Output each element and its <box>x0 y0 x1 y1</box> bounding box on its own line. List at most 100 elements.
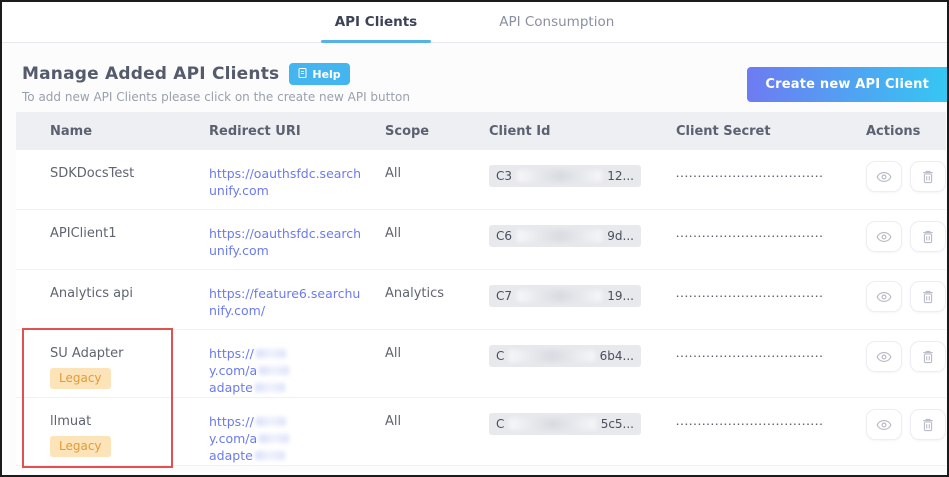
client-id-suffix: 5c5... <box>601 416 634 433</box>
client-id-pill: C6 9d... <box>489 225 641 247</box>
client-secret-mask: •••••••••••••••••••••••••••••••••• <box>676 229 824 246</box>
client-id-prefix: C6 <box>496 228 512 245</box>
scope-value: Analytics <box>385 286 444 301</box>
delete-client-button[interactable] <box>910 281 946 312</box>
column-header-client-id: Client Id <box>489 124 676 139</box>
column-header-scope: Scope <box>385 124 489 139</box>
redirect-uri-link[interactable]: https://y.com/aadapte <box>209 345 367 396</box>
actions-cell <box>866 281 946 312</box>
table-row: SDKDocsTest https://oauthsfdc.searchunif… <box>16 150 946 210</box>
client-id-suffix: 12... <box>607 168 634 185</box>
client-id-pill: C 5c5... <box>489 413 641 435</box>
page-title: Manage Added API Clients <box>22 64 279 84</box>
eye-icon <box>876 291 892 303</box>
create-api-client-button[interactable]: Create new API Client <box>747 67 947 102</box>
table-row: llmuat Legacy https://y.com/aadapte All … <box>16 398 946 466</box>
scope-cell: Analytics <box>385 285 489 302</box>
client-id-prefix: C <box>496 416 504 433</box>
redacted-url-segment <box>255 451 285 460</box>
legacy-badge: Legacy <box>50 368 111 389</box>
redirect-uri-link[interactable]: https://feature6.searchunify.com/ <box>209 285 367 319</box>
scope-cell: All <box>385 225 489 242</box>
name-cell: APIClient1 <box>50 225 209 242</box>
column-header-name: Name <box>50 124 209 139</box>
view-secret-button[interactable] <box>866 161 902 192</box>
redirect-uri-cell: https://oauthsfdc.searchunify.com <box>209 225 385 259</box>
help-button[interactable]: Help <box>289 63 349 85</box>
table-row: SU Adapter Legacy https://y.com/aadapte … <box>16 330 946 398</box>
client-id-cell: C6 9d... <box>489 225 676 247</box>
scope-value: All <box>385 346 401 361</box>
eye-icon <box>876 231 892 243</box>
tab-api-consumption[interactable]: API Consumption <box>485 2 628 42</box>
client-id-pill: C 6b4... <box>489 345 641 367</box>
name-cell: llmuat Legacy <box>50 413 209 457</box>
client-secret-cell: •••••••••••••••••••••••••••••••••• <box>676 285 866 306</box>
redacted-url-segment <box>256 417 286 426</box>
eye-icon <box>876 351 892 363</box>
client-secret-mask: •••••••••••••••••••••••••••••••••• <box>676 289 824 306</box>
delete-client-button[interactable] <box>910 341 946 372</box>
column-header-client-secret: Client Secret <box>676 124 866 139</box>
client-id-pill: C3 12... <box>489 165 641 187</box>
client-id-prefix: C <box>496 348 504 365</box>
scope-value: All <box>385 414 401 429</box>
client-id-prefix: C3 <box>496 168 512 185</box>
table-row: APIClient1 https://oauthsfdc.searchunify… <box>16 210 946 270</box>
redacted-url-segment <box>259 434 289 443</box>
client-id-pill: C7 19... <box>489 285 641 307</box>
name-cell: SDKDocsTest <box>50 165 209 182</box>
actions-cell <box>866 161 946 192</box>
redacted-client-id-segment <box>517 170 602 182</box>
view-secret-button[interactable] <box>866 341 902 372</box>
client-name: APIClient1 <box>50 225 191 242</box>
redirect-uri-link[interactable]: https://y.com/aadapte <box>209 413 367 464</box>
actions-cell <box>866 409 946 440</box>
redirect-uri-cell: https://y.com/aadapte <box>209 345 385 396</box>
client-name: SU Adapter <box>50 345 191 362</box>
client-id-cell: C 6b4... <box>489 345 676 367</box>
client-name: llmuat <box>50 413 191 430</box>
delete-client-button[interactable] <box>910 409 946 440</box>
view-secret-button[interactable] <box>866 281 902 312</box>
redirect-uri-link[interactable]: https://oauthsfdc.searchunify.com <box>209 165 367 199</box>
client-id-prefix: C7 <box>496 288 512 305</box>
view-secret-button[interactable] <box>866 409 902 440</box>
legacy-badge: Legacy <box>50 436 111 457</box>
redirect-uri-cell: https://y.com/aadapte <box>209 413 385 464</box>
trash-icon <box>922 230 934 244</box>
trash-icon <box>922 170 934 184</box>
trash-icon <box>922 418 934 432</box>
client-secret-cell: •••••••••••••••••••••••••••••••••• <box>676 413 866 434</box>
actions-cell <box>866 221 946 252</box>
api-clients-table: Name Redirect URI Scope Client Id Client… <box>16 112 946 466</box>
name-cell: SU Adapter Legacy <box>50 345 209 389</box>
redacted-client-id-segment <box>517 230 602 242</box>
trash-icon <box>922 350 934 364</box>
redacted-client-id-segment <box>517 290 602 302</box>
redirect-uri-link[interactable]: https://oauthsfdc.searchunify.com <box>209 225 367 259</box>
client-secret-cell: •••••••••••••••••••••••••••••••••• <box>676 345 866 366</box>
scope-cell: All <box>385 345 489 362</box>
scope-cell: All <box>385 165 489 182</box>
redacted-client-id-segment <box>509 418 595 430</box>
eye-icon <box>876 171 892 183</box>
delete-client-button[interactable] <box>910 221 946 252</box>
view-secret-button[interactable] <box>866 221 902 252</box>
trash-icon <box>922 290 934 304</box>
app-window: API Clients API Consumption Manage Added… <box>0 0 949 477</box>
tab-api-clients[interactable]: API Clients <box>321 2 431 42</box>
table-header-row: Name Redirect URI Scope Client Id Client… <box>16 112 946 150</box>
tab-bar: API Clients API Consumption <box>2 2 947 43</box>
client-id-suffix: 9d... <box>607 228 634 245</box>
table-body: SDKDocsTest https://oauthsfdc.searchunif… <box>16 150 946 466</box>
redacted-url-segment <box>256 349 286 358</box>
delete-client-button[interactable] <box>910 161 946 192</box>
client-id-cell: C 5c5... <box>489 413 676 435</box>
redirect-uri-cell: https://feature6.searchunify.com/ <box>209 285 385 319</box>
scope-cell: All <box>385 413 489 430</box>
name-cell: Analytics api <box>50 285 209 302</box>
client-secret-mask: •••••••••••••••••••••••••••••••••• <box>676 169 824 186</box>
redacted-url-segment <box>259 366 289 375</box>
client-id-suffix: 19... <box>607 288 634 305</box>
